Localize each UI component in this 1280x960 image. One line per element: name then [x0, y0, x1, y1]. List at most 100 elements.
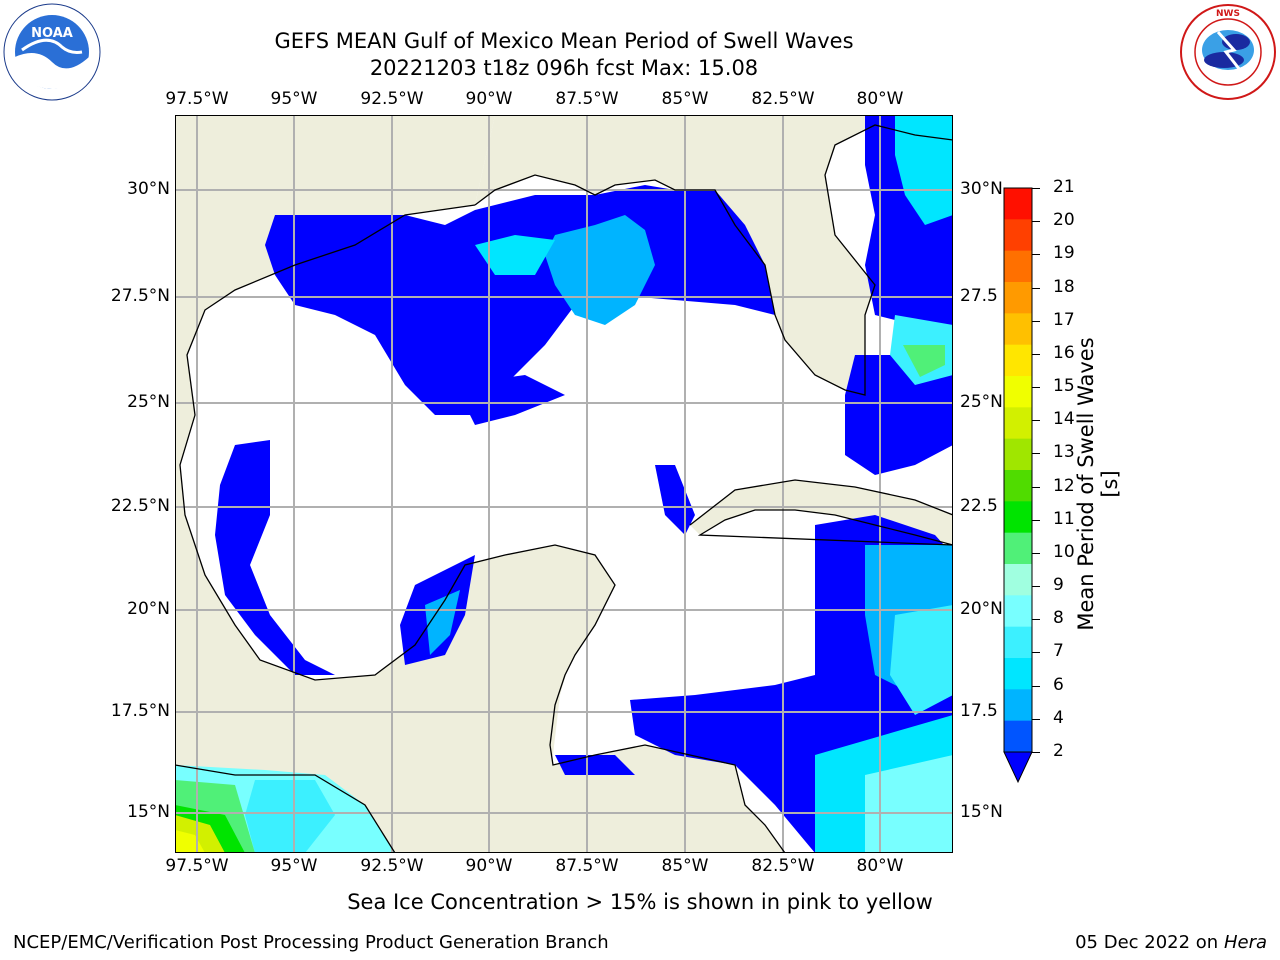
- map-border: [175, 115, 953, 853]
- colorbar-tick: 16: [1053, 342, 1075, 363]
- footer-host: Hera: [1223, 932, 1267, 953]
- colorbar-tick-mark: [1032, 387, 1040, 389]
- colorbar-segment: [1004, 188, 1032, 220]
- svg-text:NWS: NWS: [1216, 9, 1240, 19]
- colorbar-segment: [1004, 689, 1032, 722]
- lat-label-right: 20°N: [960, 599, 1003, 619]
- colorbar-tick-mark: [1032, 752, 1040, 753]
- lon-label-bottom: 82.5°W: [751, 856, 815, 876]
- lon-label-bottom: 97.5°W: [165, 856, 229, 876]
- colorbar-tick: 13: [1053, 442, 1075, 463]
- colorbar-tick-mark: [1032, 718, 1040, 720]
- sea-ice-caption: Sea Ice Concentration > 15% is shown in …: [347, 890, 933, 914]
- colorbar-tick: 4: [1053, 707, 1064, 728]
- lat-label-left: 30°N: [127, 179, 170, 199]
- colorbar-segment: [1004, 250, 1032, 283]
- lon-label-bottom: 90°W: [465, 856, 513, 876]
- colorbar-segment: [1004, 219, 1032, 252]
- lat-label-right: 27.5: [960, 286, 998, 306]
- lon-label-top: 95°W: [270, 89, 318, 109]
- colorbar-tick: 9: [1053, 575, 1064, 596]
- colorbar-segment: [1004, 564, 1032, 596]
- colorbar-tick: 12: [1053, 475, 1075, 496]
- colorbar-segment: [1004, 720, 1032, 753]
- colorbar-tick-mark: [1032, 685, 1040, 687]
- colorbar-tick: 18: [1053, 276, 1075, 297]
- colorbar-tick-mark: [1032, 254, 1040, 256]
- map-panel: [175, 115, 953, 853]
- lon-label-top: 82.5°W: [751, 89, 815, 109]
- colorbar-tick-mark: [1032, 320, 1040, 322]
- colorbar-segment: [1004, 344, 1032, 377]
- colorbar-extend-arrow: [1003, 751, 1033, 784]
- lat-label-right: 30°N: [960, 179, 1003, 199]
- lon-label-bottom: 85°W: [661, 856, 709, 876]
- colorbar-tick: 20: [1053, 210, 1075, 231]
- land-us-gulf-coast: [475, 115, 953, 395]
- noaa-logo: NOAA: [2, 2, 102, 102]
- map-gridlines: [175, 115, 953, 853]
- lon-label-top: 80°W: [856, 89, 904, 109]
- lat-label-left: 27.5°N: [110, 286, 170, 306]
- lon-label-top: 87.5°W: [555, 89, 619, 109]
- lat-label-left: 25°N: [127, 392, 170, 412]
- colorbar-segment: [1004, 595, 1032, 628]
- chart-subtitle: 20221203 t18z 096h fcst Max: 15.08: [369, 56, 759, 80]
- colorbar-segment: [1004, 438, 1032, 471]
- colorbar-tick-mark: [1032, 586, 1040, 588]
- footer-right: 05 Dec 2022 on Hera: [1075, 932, 1267, 953]
- colorbar-tick-mark: [1032, 188, 1040, 189]
- colorbar-tick: 17: [1053, 309, 1075, 330]
- coastlines: [175, 124, 953, 853]
- colorbar-tick-mark: [1032, 486, 1040, 488]
- colorbar-segment: [1004, 313, 1032, 346]
- colorbar-tick-mark: [1032, 221, 1040, 223]
- lat-label-left: 20°N: [127, 599, 170, 619]
- colorbar-tick: 14: [1053, 409, 1075, 430]
- footer-date: 05 Dec 2022 on: [1075, 932, 1219, 953]
- footer-left: NCEP/EMC/Verification Post Processing Pr…: [13, 932, 609, 953]
- lat-label-left: 17.5°N: [110, 701, 170, 721]
- chart-title: GEFS MEAN Gulf of Mexico Mean Period of …: [274, 29, 854, 53]
- colorbar-tick: 8: [1053, 608, 1064, 629]
- colorbar-tick-mark: [1032, 287, 1040, 289]
- lon-label-bottom: 95°W: [270, 856, 318, 876]
- colorbar-tick-mark: [1032, 420, 1040, 422]
- colorbar-tick: 15: [1053, 376, 1075, 397]
- colorbar-segment: [1004, 470, 1032, 502]
- lat-label-right: 15°N: [960, 802, 1003, 822]
- lat-label-right: 22.5: [960, 496, 998, 516]
- lon-label-bottom: 92.5°W: [360, 856, 424, 876]
- colorbar-segment: [1004, 501, 1032, 534]
- colorbar-tick: 2: [1053, 741, 1064, 761]
- colorbar-tick-mark: [1032, 453, 1040, 455]
- lat-label-right: 25°N: [960, 392, 1003, 412]
- noaa-logo-text: NOAA: [31, 26, 73, 41]
- colorbar-tick: 7: [1053, 641, 1064, 662]
- lon-label-top: 90°W: [465, 89, 513, 109]
- lon-label-top: 92.5°W: [360, 89, 424, 109]
- colorbar-label: Mean Period of Swell Waves [s]: [1074, 337, 1122, 631]
- lon-label-bottom: 87.5°W: [555, 856, 619, 876]
- lat-label-right: 17.5: [960, 701, 998, 721]
- lat-label-left: 15°N: [127, 802, 170, 822]
- colorbar-tick-mark: [1032, 552, 1040, 554]
- colorbar: [1000, 187, 1060, 788]
- nws-logo: NWS: [1178, 2, 1278, 102]
- lat-label-left: 22.5°N: [110, 496, 170, 516]
- colorbar-tick: 6: [1053, 674, 1064, 695]
- land-cuba: [690, 480, 953, 545]
- lon-label-bottom: 80°W: [856, 856, 904, 876]
- colorbar-segment: [1004, 376, 1032, 408]
- colorbar-segment: [1004, 407, 1032, 440]
- colorbar-tick-mark: [1032, 652, 1040, 654]
- lon-label-top: 85°W: [661, 89, 709, 109]
- colorbar-segment: [1004, 658, 1032, 690]
- colorbar-tick: 19: [1053, 243, 1075, 264]
- colorbar-tick: 11: [1053, 508, 1075, 529]
- colorbar-tick-mark: [1032, 619, 1040, 621]
- colorbar-tick-mark: [1032, 519, 1040, 521]
- colorbar-segment: [1004, 532, 1032, 565]
- lon-label-top: 97.5°W: [165, 89, 229, 109]
- colorbar-tick-mark: [1032, 353, 1040, 355]
